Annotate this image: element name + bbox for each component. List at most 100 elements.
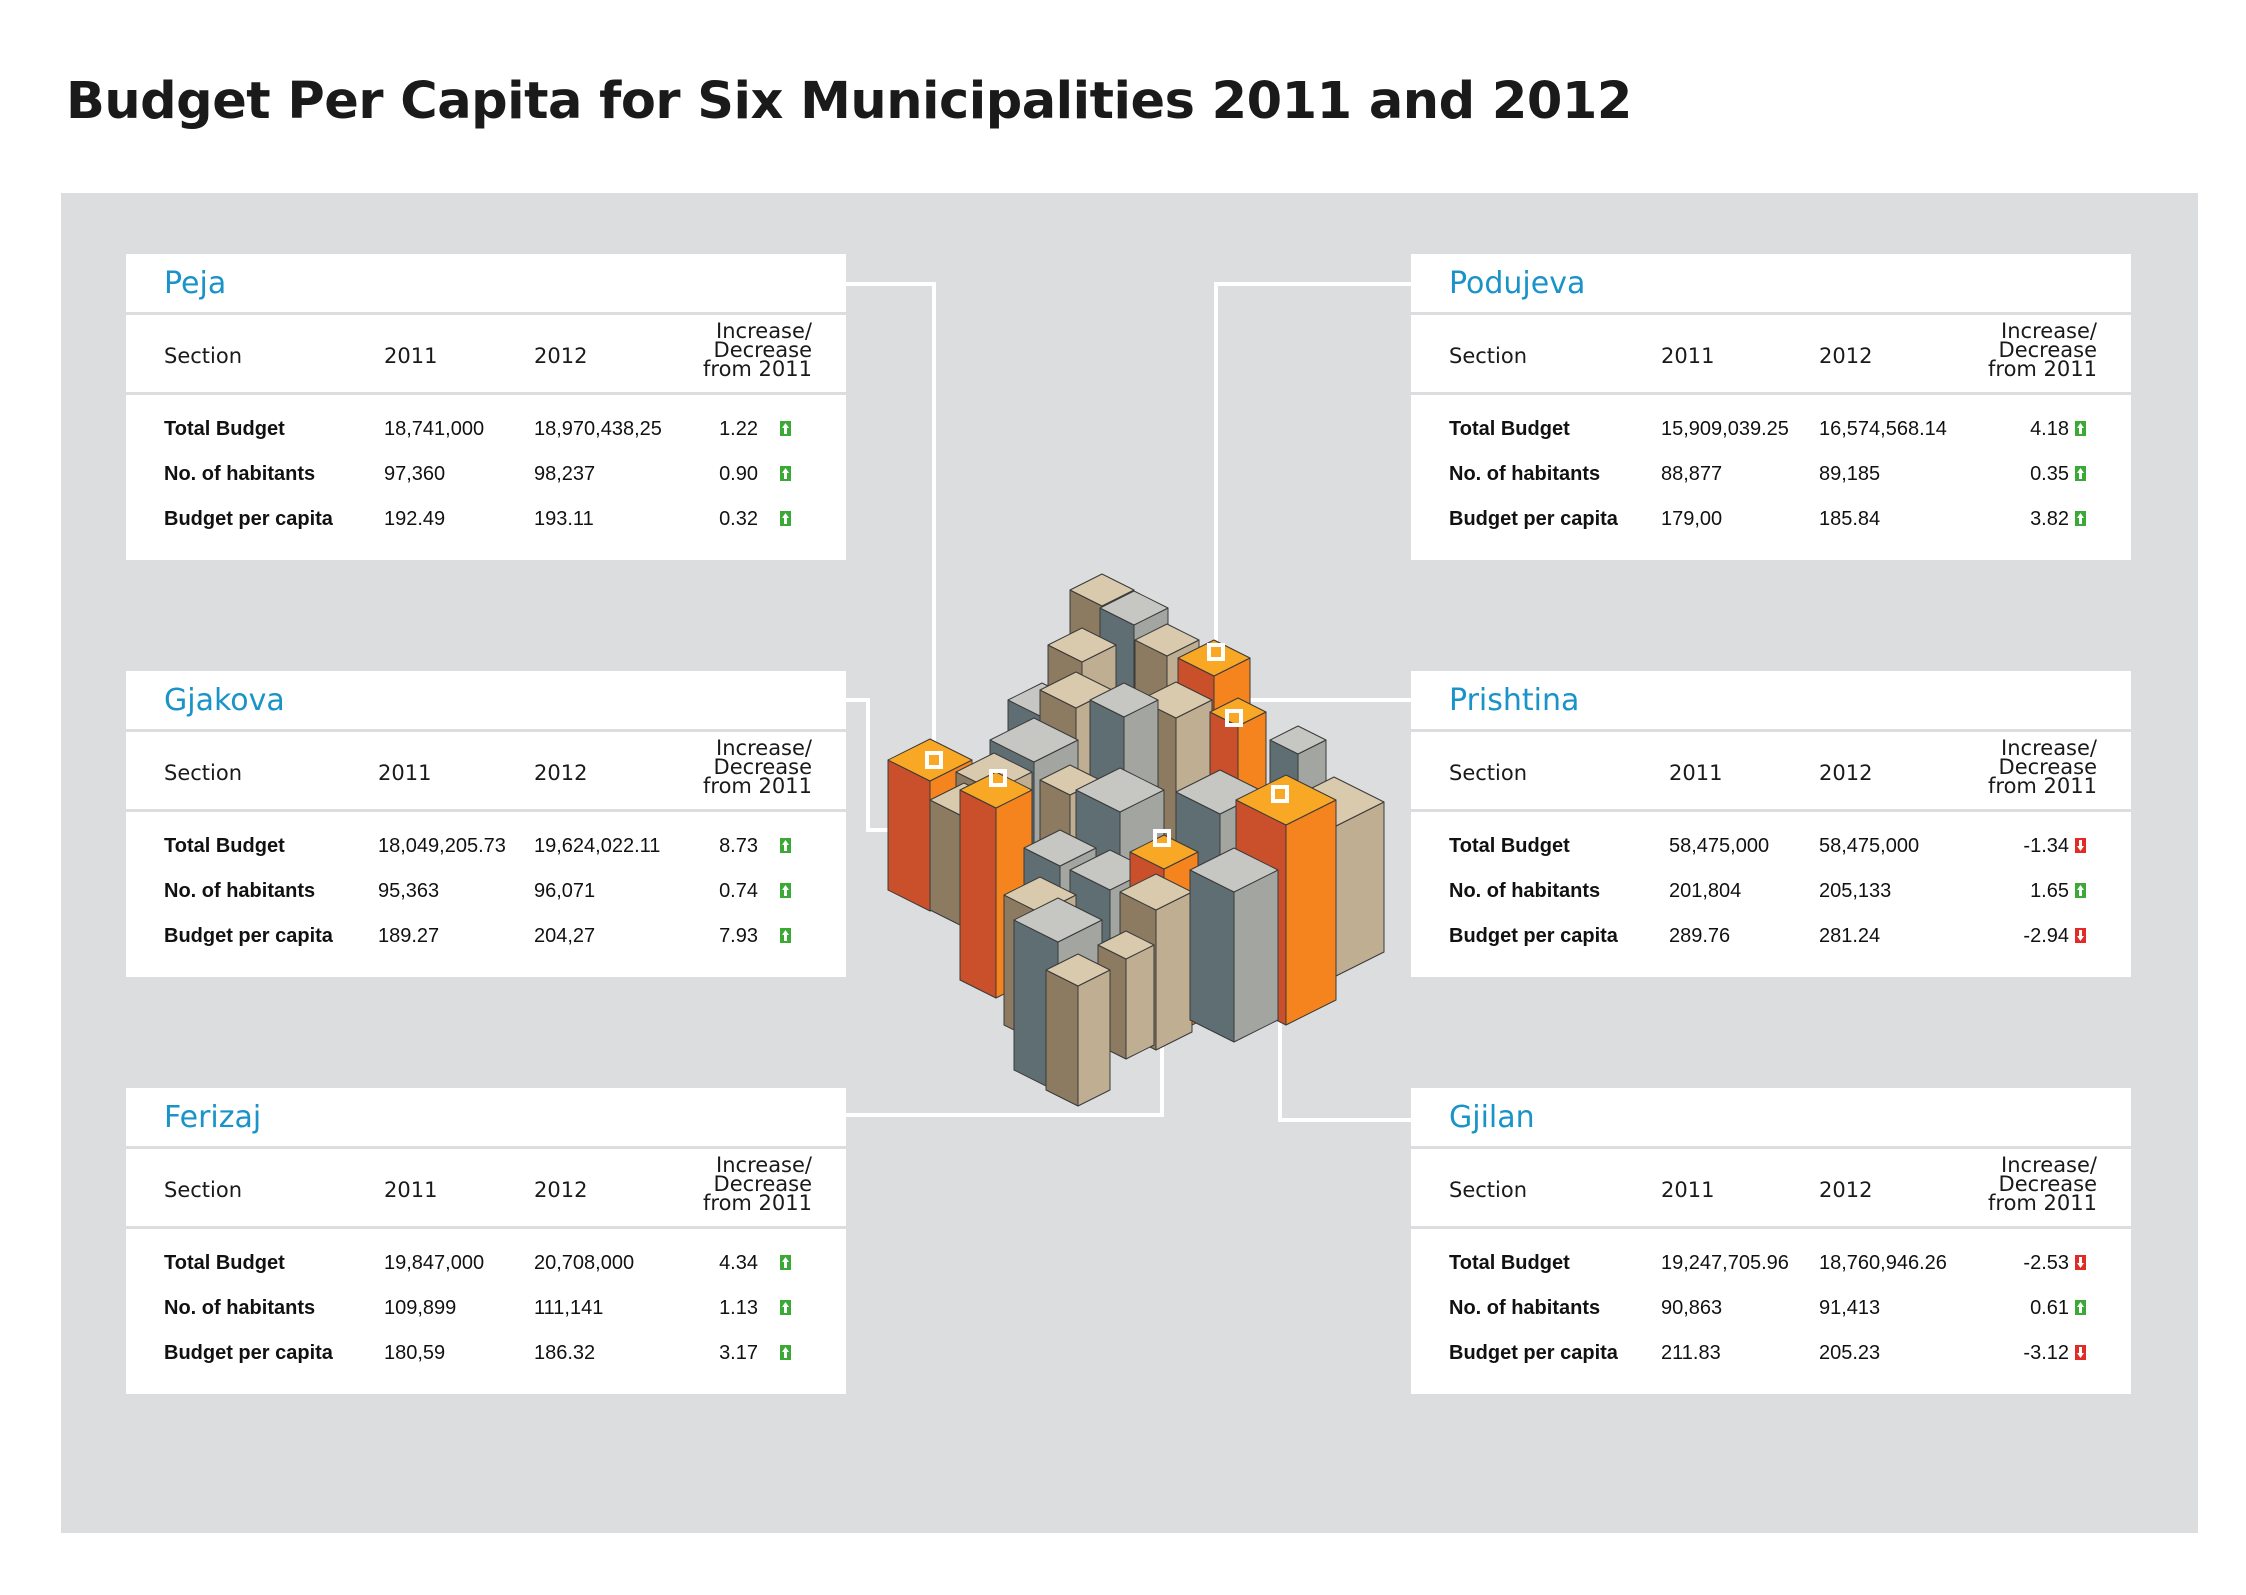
header-section: Section (1449, 761, 1528, 785)
building-block (1189, 847, 1279, 1043)
header-change-line2: Decrease (713, 755, 812, 779)
header-2012: 2012 (534, 761, 588, 785)
divider (1411, 809, 2131, 812)
arrow-up-icon (780, 1345, 791, 1360)
header-section: Section (164, 344, 243, 368)
value-2012: 58,475,000 (1819, 835, 1920, 857)
connector-peja (846, 282, 936, 760)
header-2011: 2011 (1661, 1178, 1715, 1202)
value-2011: 18,741,000 (384, 418, 485, 440)
arrow-down-icon (2075, 928, 2086, 943)
connector-marker (1225, 709, 1243, 727)
divider (126, 729, 846, 732)
row-label: Budget per capita (164, 508, 333, 530)
header-section: Section (1449, 344, 1528, 368)
arrow-up-icon (780, 1300, 791, 1315)
divider (126, 392, 846, 395)
arrow-up-icon (2075, 421, 2086, 436)
row-label: Total Budget (1449, 418, 1570, 440)
divider (126, 809, 846, 812)
row-label: No. of habitants (1449, 1297, 1601, 1319)
value-2011: 19,247,705.96 (1661, 1252, 1789, 1274)
building-block (1045, 953, 1111, 1107)
header-section: Section (164, 1178, 243, 1202)
value-2012: 18,760,946.26 (1819, 1252, 1947, 1274)
change-value: 1.22 (719, 418, 758, 440)
arrow-up-icon (2075, 511, 2086, 526)
value-2012: 205,133 (1819, 880, 1892, 902)
value-2012: 20,708,000 (534, 1252, 635, 1274)
row-label: No. of habitants (164, 1297, 316, 1319)
header-change-line1: Increase/ (2001, 1153, 2097, 1177)
header-change: Increase/Decrease from 2011 (1957, 1153, 2097, 1215)
connector-marker (1271, 785, 1289, 803)
header-change: Increase/Decrease from 2011 (1957, 736, 2097, 798)
header-2012: 2012 (1819, 761, 1873, 785)
change-value: 0.61 (2030, 1297, 2069, 1319)
header-2011: 2011 (378, 761, 432, 785)
value-2011: 97,360 (384, 463, 446, 485)
header-change-line1: Increase/ (2001, 736, 2097, 760)
row-label: Total Budget (164, 1252, 285, 1274)
divider (126, 312, 846, 315)
row-label: No. of habitants (1449, 463, 1601, 485)
municipality-name: Ferizaj (164, 1100, 262, 1135)
change-value: 3.17 (719, 1342, 758, 1364)
municipality-card-peja: Peja Section 2011 2012 Increase/Decrease from… (126, 254, 846, 560)
value-2012: 98,237 (534, 463, 596, 485)
value-2012: 111,141 (534, 1297, 604, 1319)
change-value: 1.65 (2030, 880, 2069, 902)
value-2011: 95,363 (378, 880, 440, 902)
change-value: 4.34 (719, 1252, 758, 1274)
value-2012: 19,624,022.11 (534, 835, 661, 857)
divider (126, 1226, 846, 1229)
header-change-line2: Decrease (713, 338, 812, 362)
divider (1411, 1226, 2131, 1229)
value-2011: 18,049,205.73 (378, 835, 506, 857)
arrow-up-icon (2075, 466, 2086, 481)
connector-marker (1153, 829, 1171, 847)
value-2012: 16,574,568.14 (1819, 418, 1947, 440)
row-label: Total Budget (1449, 835, 1570, 857)
arrow-down-icon (2075, 1255, 2086, 1270)
arrow-up-icon (780, 511, 791, 526)
header-change-line2: Decrease (1998, 755, 2097, 779)
header-change-line3: from 2011 (1988, 1191, 2097, 1215)
header-change-line3: from 2011 (703, 1191, 812, 1215)
header-2011: 2011 (1661, 344, 1715, 368)
header-2012: 2012 (1819, 344, 1873, 368)
divider (1411, 729, 2131, 732)
header-change-line1: Increase/ (716, 319, 812, 343)
value-2012: 96,071 (534, 880, 596, 902)
change-value: 4.18 (2030, 418, 2069, 440)
header-change-line2: Decrease (1998, 1172, 2097, 1196)
value-2012: 281.24 (1819, 925, 1881, 947)
change-value: -2.53 (2023, 1252, 2069, 1274)
row-label: Budget per capita (1449, 508, 1618, 530)
row-label: Budget per capita (1449, 1342, 1618, 1364)
row-label: Total Budget (164, 835, 285, 857)
arrow-up-icon (780, 466, 791, 481)
value-2011: 180,59 (384, 1342, 446, 1364)
value-2012: 204,27 (534, 925, 596, 947)
header-change-line2: Decrease (1998, 338, 2097, 362)
row-label: No. of habitants (164, 463, 316, 485)
value-2011: 90,863 (1661, 1297, 1723, 1319)
header-2011: 2011 (384, 344, 438, 368)
change-value: 0.35 (2030, 463, 2069, 485)
value-2011: 192.49 (384, 508, 446, 530)
value-2011: 15,909,039.25 (1661, 418, 1789, 440)
municipality-name: Gjilan (1449, 1100, 1535, 1135)
value-2011: 109,899 (384, 1297, 457, 1319)
header-change-line3: from 2011 (1988, 774, 2097, 798)
connector-marker (925, 751, 943, 769)
row-label: Total Budget (1449, 1252, 1570, 1274)
municipality-card-ferizaj: Ferizaj Section 2011 2012 Increase/Decrease f… (126, 1088, 846, 1394)
municipality-card-gjilan: Gjilan Section 2011 2012 Increase/Decrease fr… (1411, 1088, 2131, 1394)
change-value: -3.12 (2023, 1342, 2069, 1364)
value-2011: 58,475,000 (1669, 835, 1770, 857)
change-value: 8.73 (719, 835, 758, 857)
header-change-line1: Increase/ (716, 1153, 812, 1177)
header-change: Increase/Decrease from 2011 (1957, 321, 2097, 380)
